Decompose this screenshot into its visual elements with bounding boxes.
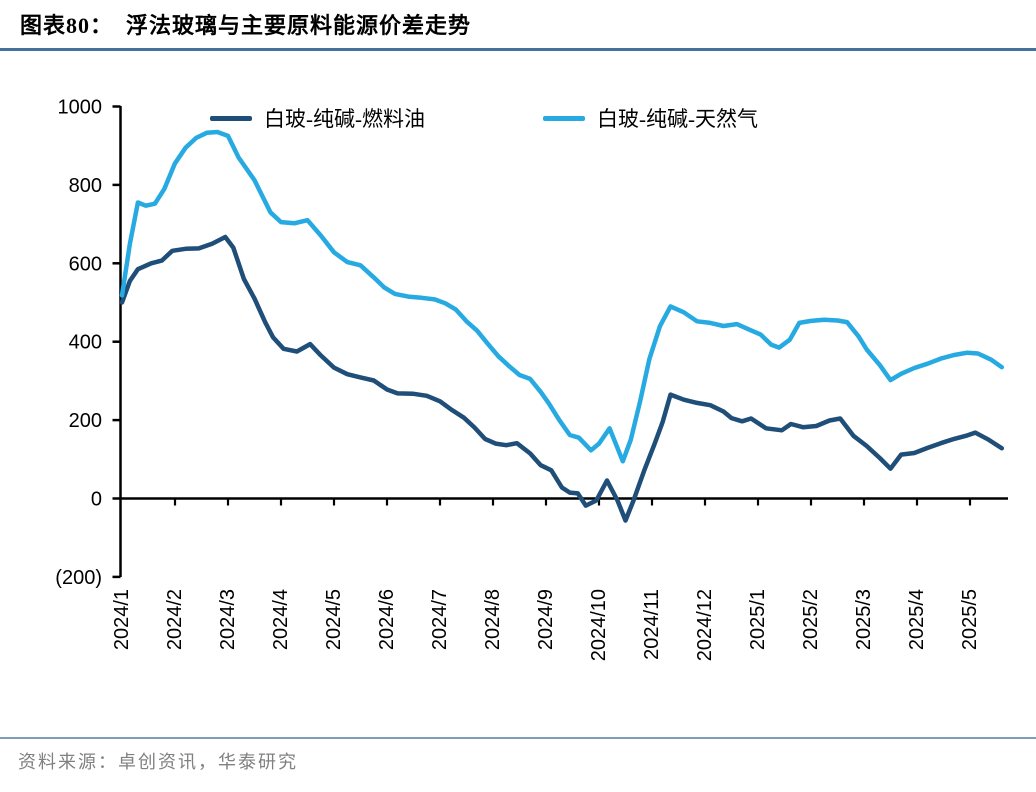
figure-title: 图表80： 浮法玻璃与主要原料能源价差走势 bbox=[20, 13, 472, 38]
x-axis-tick-label: 2024/9 bbox=[535, 589, 557, 650]
x-axis-tick-label: 2025/1 bbox=[747, 589, 769, 650]
x-axis-tick-label: 2024/5 bbox=[323, 589, 345, 650]
x-axis-tick-label: 2024/3 bbox=[217, 589, 239, 650]
x-axis-tick-label: 2024/12 bbox=[694, 589, 716, 661]
natural-gas-series-line bbox=[119, 129, 1005, 464]
fuel-oil-series-line bbox=[119, 234, 1005, 523]
x-axis-tick-label: 2025/4 bbox=[906, 589, 928, 650]
y-axis-tick-label: 400 bbox=[69, 332, 102, 354]
title-underline bbox=[0, 48, 1036, 51]
source-note: 资料来源：卓创资讯，华泰研究 bbox=[18, 752, 298, 772]
legend-label-fuel-oil: 白玻-纯碱-燃料油 bbox=[264, 107, 425, 131]
y-axis-tick-label: 200 bbox=[69, 410, 102, 432]
x-axis-tick-label: 2024/4 bbox=[270, 589, 292, 650]
y-axis-tick-label: 600 bbox=[69, 253, 102, 275]
y-axis-tick-label: (200) bbox=[55, 567, 102, 589]
legend-label-natural-gas: 白玻-纯碱-天然气 bbox=[597, 107, 758, 131]
x-axis-tick-label: 2025/5 bbox=[959, 589, 981, 650]
x-axis-tick-label: 2024/8 bbox=[482, 589, 504, 650]
legend-item-fuel-oil: 白玻-纯碱-燃料油 bbox=[210, 103, 425, 133]
legend-item-natural-gas: 白玻-纯碱-天然气 bbox=[543, 103, 758, 133]
x-axis-tick-label: 2024/10 bbox=[588, 589, 610, 661]
x-axis-tick-label: 2024/1 bbox=[111, 589, 133, 650]
x-axis-tick-label: 2025/3 bbox=[853, 589, 875, 650]
footer-divider bbox=[0, 737, 1036, 739]
fuel-oil-line-swatch bbox=[210, 115, 252, 121]
x-axis-tick-label: 2024/2 bbox=[164, 589, 186, 650]
x-axis-tick-label: 2024/11 bbox=[641, 589, 663, 660]
natural-gas-line-swatch bbox=[543, 115, 585, 121]
x-axis-tick-label: 2025/2 bbox=[800, 589, 822, 650]
chart-legend: 白玻-纯碱-燃料油 白玻-纯碱-天然气 bbox=[210, 103, 910, 133]
y-axis-tick-label: 0 bbox=[91, 489, 102, 511]
x-axis-tick-label: 2024/7 bbox=[429, 589, 451, 650]
y-axis-tick-label: 1000 bbox=[58, 97, 103, 119]
y-axis-tick-label: 800 bbox=[69, 175, 102, 197]
x-axis-tick-label: 2024/6 bbox=[376, 589, 398, 650]
